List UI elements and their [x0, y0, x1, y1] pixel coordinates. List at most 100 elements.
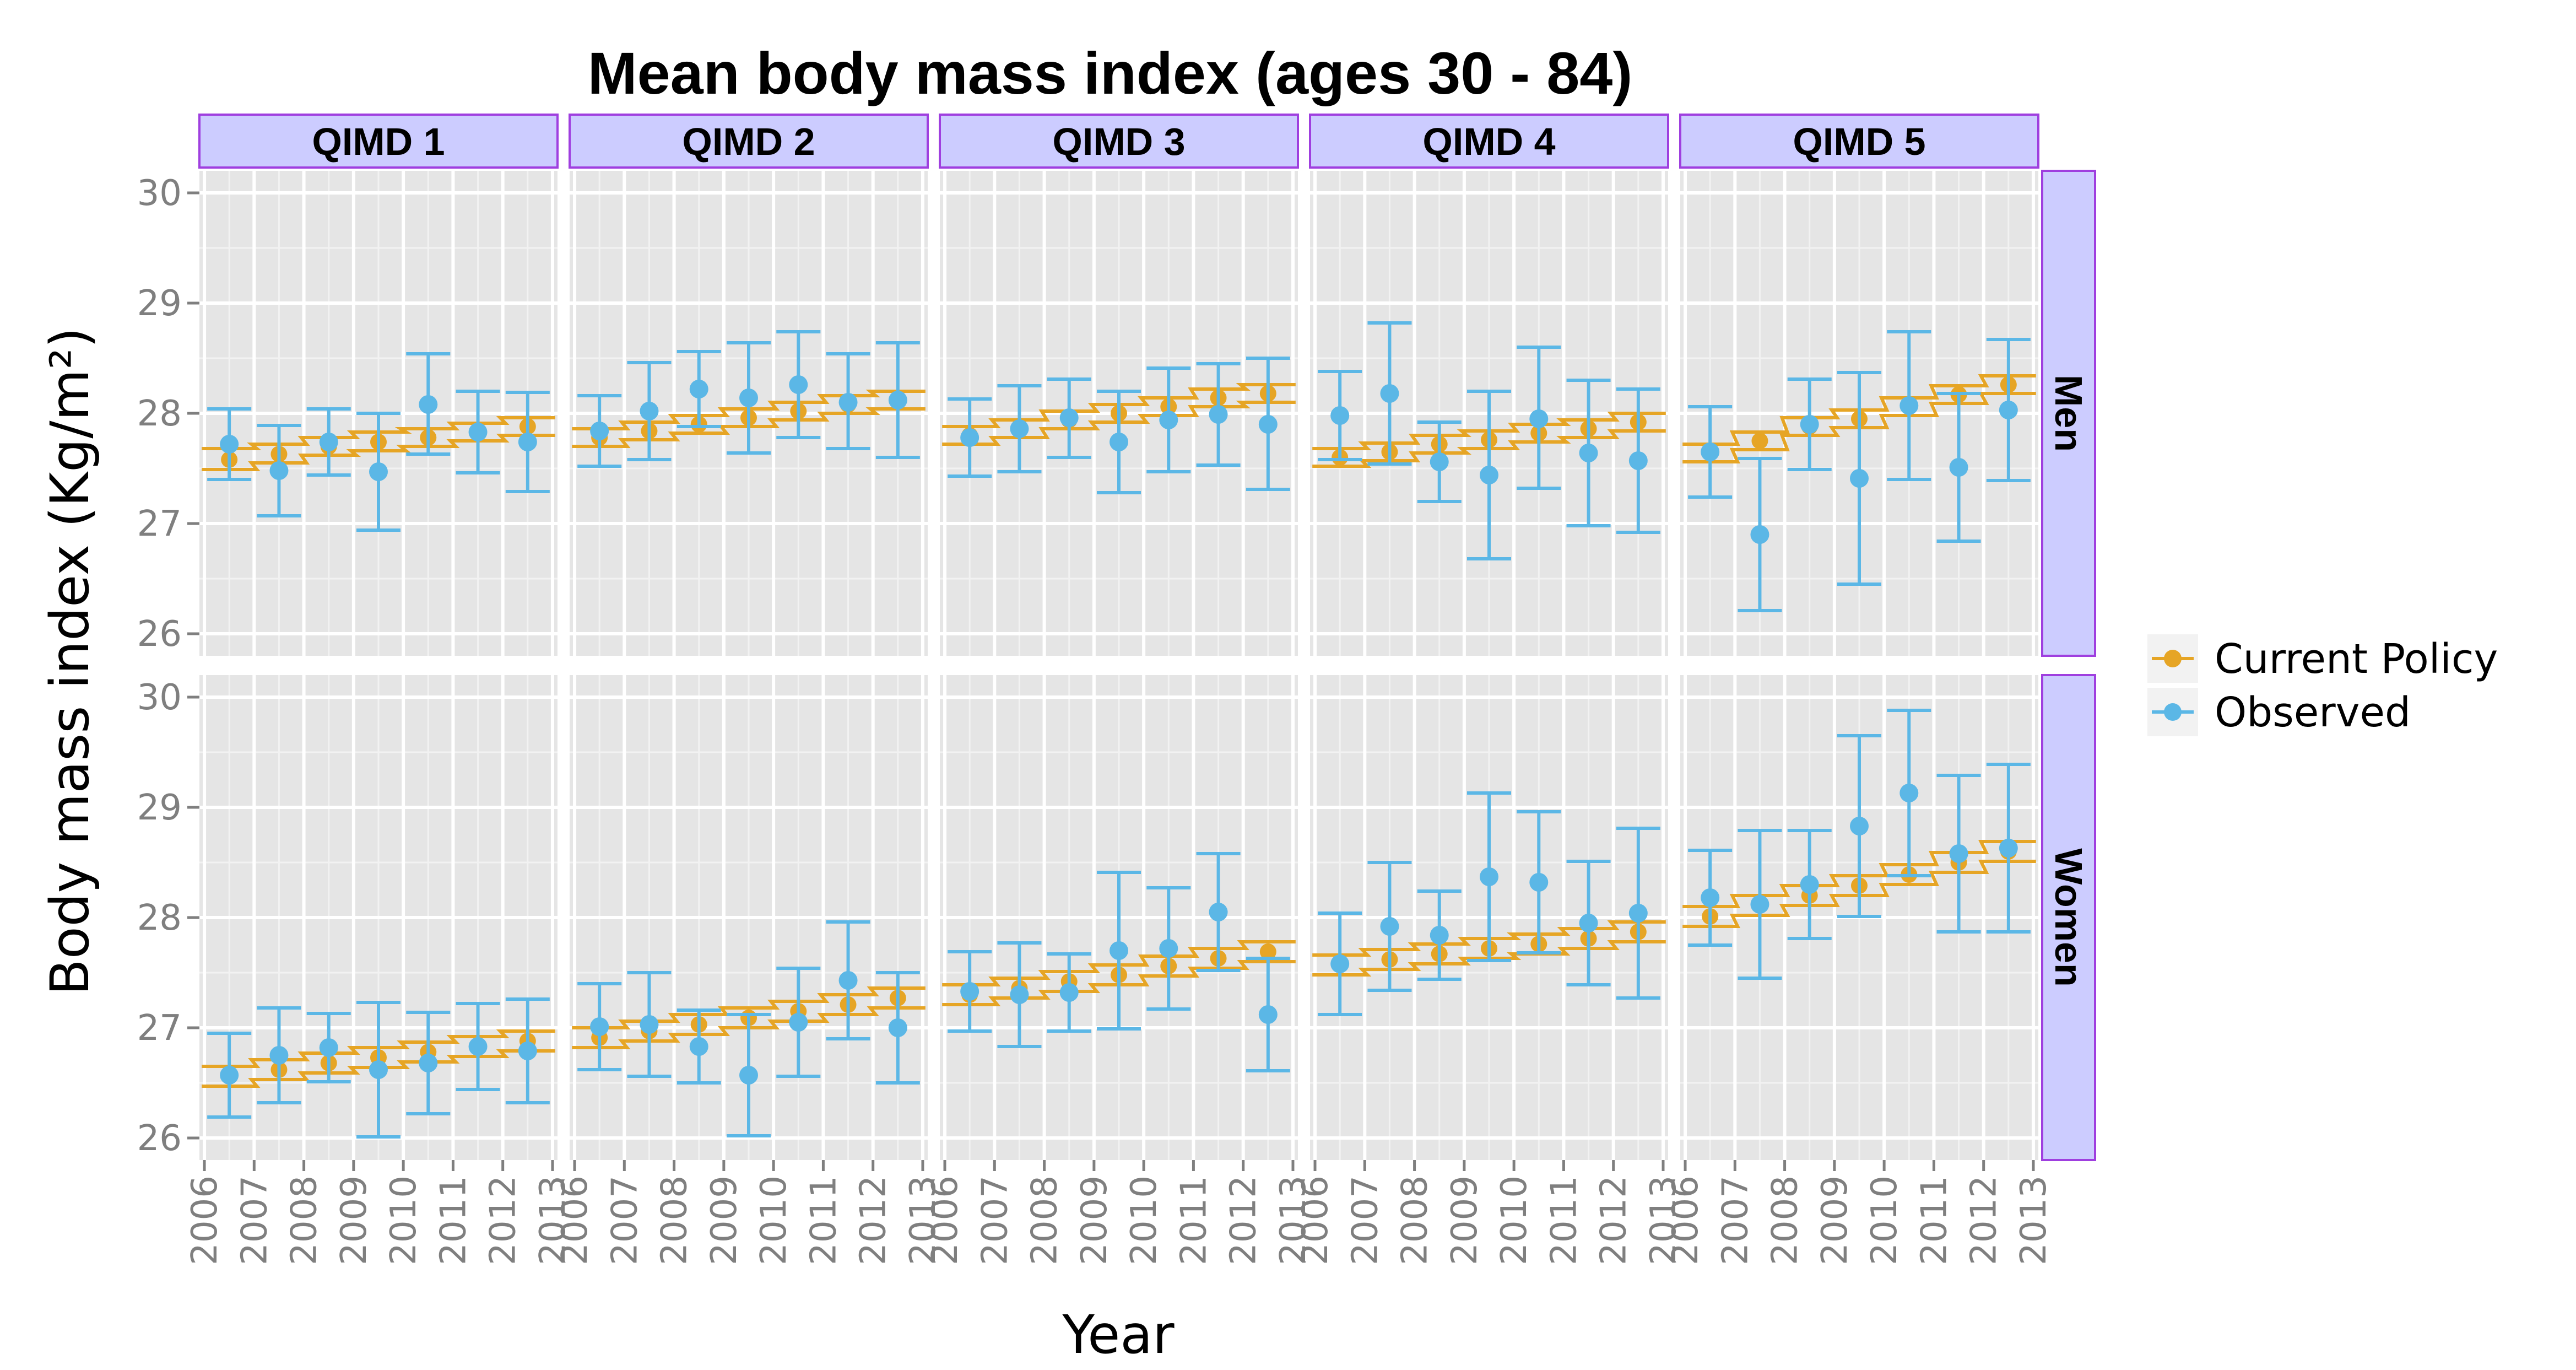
x-tick-label: 2010 — [383, 1175, 424, 1265]
x-tick-label: 2007 — [975, 1175, 1015, 1265]
y-tick-label: 29 — [137, 283, 182, 324]
x-tick-label: 2009 — [334, 1175, 375, 1265]
observed-point — [1949, 844, 1968, 863]
observed-point — [269, 1046, 289, 1065]
observed-point — [1159, 411, 1178, 429]
strip-background — [198, 114, 559, 169]
observed-point — [1529, 873, 1549, 892]
x-tick-label: 2011 — [1173, 1175, 1214, 1265]
observed-point — [960, 982, 979, 1001]
observed-point — [1899, 396, 1919, 415]
x-tick-label: 2010 — [754, 1175, 794, 1265]
x-axis-title: Year — [1062, 1304, 1175, 1366]
observed-point — [689, 1037, 708, 1056]
x-tick-label: 2008 — [1765, 1175, 1806, 1265]
y-axis-title: Body mass index (Kg/m²) — [39, 327, 101, 995]
series-group-men-qimd-5 — [1682, 330, 2036, 612]
y-tick-label: 28 — [137, 393, 182, 434]
observed-point — [1059, 983, 1079, 1002]
legend-item-observed: Observed — [2147, 688, 2411, 736]
observed-point — [1701, 443, 1720, 461]
observed-point — [1059, 408, 1079, 427]
observed-point — [739, 1066, 758, 1085]
observed-point — [1628, 451, 1648, 470]
observed-point — [1330, 406, 1350, 425]
observed-point — [1010, 419, 1029, 438]
observed-point — [888, 1018, 907, 1037]
x-tick-label: 2012 — [1224, 1175, 1264, 1265]
x-tick-label: 2012 — [1964, 1175, 2005, 1265]
x-tick-label: 2012 — [1594, 1175, 1635, 1265]
strip-background — [939, 114, 1299, 169]
observed-point — [1701, 888, 1720, 907]
strip-men: Men — [2041, 170, 2096, 657]
observed-point — [1258, 415, 1278, 434]
x-tick-label: 2011 — [803, 1175, 844, 1265]
observed-point — [789, 375, 808, 394]
x-tick-label: 2006 — [555, 1175, 596, 1265]
x-tick-label: 2009 — [1815, 1175, 1855, 1265]
series-group-women-qimd-1 — [202, 997, 555, 1139]
observed-point — [369, 462, 388, 481]
y-tick-label: 30 — [137, 677, 182, 718]
observed-point — [1800, 415, 1819, 434]
strip-label: QIMD 5 — [1793, 120, 1925, 163]
x-tick-label: 2012 — [483, 1175, 524, 1265]
x-tick-label: 2007 — [234, 1175, 275, 1265]
x-tick-label: 2006 — [185, 1175, 225, 1265]
observed-point — [1579, 914, 1598, 932]
x-tick-label: 2010 — [1864, 1175, 1905, 1265]
observed-point — [1430, 926, 1449, 945]
x-tick-label: 2008 — [1395, 1175, 1436, 1265]
panel-men-qimd-1 — [199, 171, 558, 656]
series-group-men-qimd-1 — [202, 352, 555, 532]
legend-label: Current Policy — [2215, 635, 2498, 683]
strip-label: QIMD 3 — [1052, 120, 1185, 163]
observed-point — [689, 380, 708, 398]
observed-point — [1110, 941, 1128, 960]
observed-point — [739, 389, 758, 407]
x-tick-label: 2012 — [853, 1175, 894, 1265]
observed-point — [1999, 401, 2018, 419]
strip-background — [2041, 674, 2096, 1161]
x-tick-label: 2013 — [903, 1175, 944, 1265]
series-group-men-qimd-3 — [942, 357, 1296, 494]
strip-label: QIMD 4 — [1422, 120, 1555, 163]
observed-point — [468, 1037, 488, 1056]
x-tick-label: 2006 — [1295, 1175, 1336, 1265]
observed-point — [1999, 839, 2018, 857]
x-tick-label: 2009 — [1074, 1175, 1115, 1265]
observed-point — [1529, 409, 1549, 428]
x-tick-label: 2013 — [2014, 1175, 2054, 1265]
observed-point — [518, 433, 537, 451]
current-policy-upper-line — [572, 986, 926, 1029]
observed-point — [1258, 1005, 1278, 1024]
observed-point — [1800, 875, 1819, 894]
observed-point — [1010, 985, 1029, 1004]
strip-background — [2041, 170, 2096, 657]
observed-point — [269, 461, 289, 480]
legend: Current Policy Observed — [2147, 634, 2498, 736]
observed-point — [838, 971, 858, 990]
strip-label: Men — [2047, 375, 2090, 452]
observed-point — [468, 423, 488, 441]
observed-point — [369, 1060, 388, 1079]
legend-label: Observed — [2215, 689, 2411, 736]
observed-point — [1330, 954, 1350, 973]
series-group-men-qimd-4 — [1312, 321, 1666, 560]
observed-point — [1110, 433, 1128, 451]
observed-point — [319, 433, 338, 451]
observed-point — [220, 1066, 239, 1085]
observed-point — [1579, 444, 1598, 462]
observed-point — [419, 1054, 438, 1072]
observed-point — [1850, 817, 1869, 835]
strip-background — [1679, 114, 2039, 169]
observed-point — [838, 393, 858, 412]
legend-key-point — [2164, 650, 2182, 667]
strip-qimd-4: QIMD 4 — [1309, 114, 1669, 169]
observed-point — [1750, 895, 1769, 914]
observed-point — [1628, 904, 1648, 923]
observed-point — [888, 391, 907, 409]
x-tick-label: 2011 — [433, 1175, 474, 1265]
